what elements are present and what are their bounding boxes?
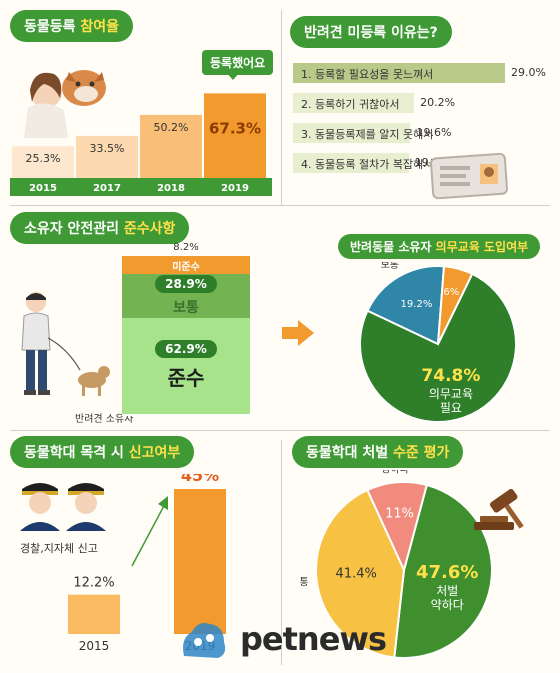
reason-value: 29.0% bbox=[511, 66, 546, 79]
pie-value-label: 41.4% bbox=[336, 567, 377, 582]
registration-value-label: 50.2% bbox=[154, 121, 189, 134]
reasons-chart: 1. 등록할 필요성을 못느껴서 29.0% 2. 등록하기 귀찮아서 20.2% 3.… bbox=[293, 63, 555, 183]
safety-value: 62.9% bbox=[155, 340, 217, 359]
pie-value-label: 11% bbox=[385, 506, 414, 521]
trend-arrow-head bbox=[158, 496, 168, 510]
report-value-label: 12.2% bbox=[73, 576, 114, 591]
registration-year-label: 2017 bbox=[93, 183, 121, 194]
registration-bar bbox=[76, 135, 138, 178]
pie-value-label: 6% bbox=[443, 287, 459, 298]
registration-bar bbox=[140, 114, 202, 178]
divider-top bbox=[281, 10, 282, 205]
report-bar bbox=[68, 594, 120, 634]
registration-year-label: 2018 bbox=[157, 183, 185, 194]
registration-bar-chart: 25.3% 2015 33.5% 2017 50.2% 2018 67.3% 2019 bbox=[10, 93, 272, 196]
registration-value-label: 33.5% bbox=[90, 142, 125, 155]
arrow-right-icon bbox=[282, 320, 314, 346]
registration-bar bbox=[204, 93, 266, 178]
reason-label: 1. 등록할 필요성을 못느껴서 bbox=[301, 68, 434, 81]
person-label-safety: 반려견 소유자 bbox=[75, 414, 134, 425]
safety-value: 28.9% bbox=[155, 274, 217, 293]
pie-slice bbox=[359, 272, 517, 423]
year-strip bbox=[10, 178, 272, 196]
petnews-logo-mark bbox=[183, 623, 226, 658]
safety-segment-label: 62.9% 준수 bbox=[122, 318, 250, 414]
registration-year-label: 2019 bbox=[221, 183, 249, 194]
report-year-label: 2015 bbox=[79, 639, 110, 653]
report-bar bbox=[174, 489, 226, 634]
man-walking-dog-illustration bbox=[21, 292, 110, 396]
reason-label: 3. 동물등록제를 알지 못해서 bbox=[301, 128, 434, 141]
registration-callout: 등록했어요 bbox=[202, 50, 274, 75]
pie-value-label: 74.8% bbox=[421, 366, 480, 386]
reason-row: 1. 등록할 필요성을 못느껴서 bbox=[293, 63, 505, 83]
pie-category-label: 보통 bbox=[300, 577, 309, 589]
registration-value-label: 25.3% bbox=[26, 152, 61, 165]
reason-bar-fill bbox=[293, 63, 505, 83]
registration-year-label: 2015 bbox=[29, 183, 57, 194]
pie-category-label: 보통 bbox=[381, 262, 399, 271]
safety-category: 준수 bbox=[167, 366, 205, 391]
pie-value-label: 19.2% bbox=[401, 299, 433, 310]
person-label-report: 경찰,지자체 신고 bbox=[20, 542, 98, 555]
registration-bar bbox=[12, 146, 74, 178]
trend-arrow-line bbox=[131, 501, 167, 567]
safety-segment-label: 28.9% 보통 bbox=[122, 274, 250, 318]
petnews-logo: petnews bbox=[178, 616, 387, 662]
pie-main-label: 처벌 bbox=[436, 584, 458, 598]
pie-main-label: 의무교육 bbox=[429, 387, 473, 401]
reasons-title: 반려견 미등록 이유는? bbox=[290, 16, 452, 48]
reason-row: 3. 동물등록제를 알지 못해서 bbox=[293, 123, 433, 143]
report-title: 동물학대 목격 시 신고여부 bbox=[10, 436, 195, 468]
pie-main-label: 필요 bbox=[440, 401, 462, 415]
reason-bar-fill bbox=[293, 123, 411, 143]
safety-category: 미준수 bbox=[172, 261, 200, 273]
education-title: 반려동물 소유자 의무교육 도입여부 bbox=[338, 234, 541, 259]
report-value-label: 45% bbox=[181, 474, 219, 485]
safety-segment-label: 8.2% 미준수 bbox=[122, 242, 250, 274]
reason-value: 20.2% bbox=[420, 96, 456, 109]
reason-label: 4. 동물등록 절차가 복잡해서 bbox=[301, 158, 434, 171]
pie-value-label: 47.6% bbox=[416, 562, 478, 583]
safety-stacked-chart: 8.2% 미준수 28.9% 보통 62.9% 준수 bbox=[122, 242, 250, 416]
divider-bottom bbox=[281, 440, 282, 665]
punish-title: 동물학대 처벌 수준 평가 bbox=[292, 436, 464, 468]
callout-pointer bbox=[226, 72, 240, 80]
pie-slice bbox=[437, 265, 474, 345]
registration-value-label: 67.3% bbox=[209, 119, 261, 137]
reason-bar-fill bbox=[293, 153, 409, 173]
safety-value: 8.2% bbox=[173, 242, 199, 253]
id-card-icon bbox=[430, 152, 508, 200]
reason-row: 4. 동물등록 절차가 복잡해서 bbox=[293, 153, 433, 173]
pie-slice bbox=[315, 488, 406, 659]
reason-row: 2. 등록하기 귀찮아서 bbox=[293, 93, 415, 113]
registration-title: 동물등록 참여율 bbox=[10, 10, 134, 42]
pie-slice bbox=[366, 481, 429, 573]
pie-slice bbox=[366, 265, 446, 346]
police-officers-illustration bbox=[20, 483, 106, 531]
girl-with-dog-illustration bbox=[24, 70, 106, 138]
reason-label: 2. 등록하기 귀찮아서 bbox=[301, 98, 400, 111]
divider-h2 bbox=[10, 430, 550, 431]
gavel-icon bbox=[474, 488, 524, 530]
reason-bar-fill bbox=[293, 93, 415, 113]
safety-segment bbox=[122, 317, 250, 416]
divider-h1 bbox=[10, 205, 550, 206]
pie-slice bbox=[393, 483, 493, 659]
safety-title: 소유자 안전관리 준수사항 bbox=[10, 212, 190, 244]
pie-category-label: 강하다 bbox=[381, 470, 409, 475]
pie-main-label: 약하다 bbox=[431, 597, 464, 612]
safety-category: 보통 bbox=[173, 299, 199, 316]
reason-value: 19.6% bbox=[416, 126, 452, 139]
